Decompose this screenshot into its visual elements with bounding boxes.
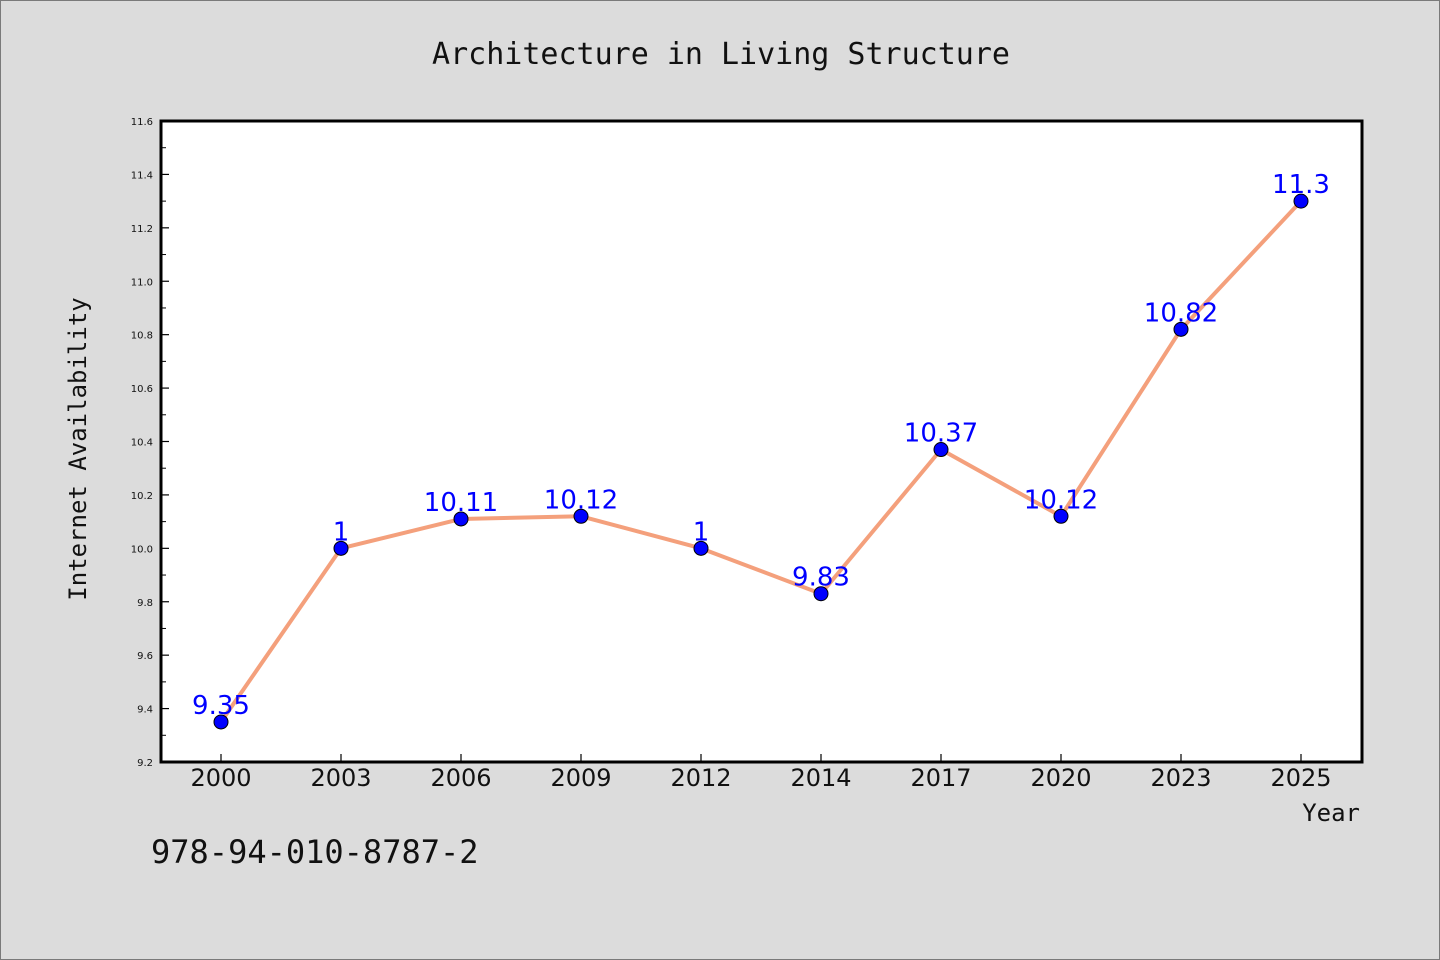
x-axis-ticks: 2000 2003 2006 2009 2012 2014 2017 2020 2023 2025 [190, 754, 1332, 792]
data-point-label: 10.12 [1024, 485, 1098, 515]
data-point-marker [333, 540, 349, 556]
x-tick-label: 2006 [430, 764, 491, 792]
x-tick-label: 2009 [550, 764, 611, 792]
y-tick-label: 11.2 [131, 224, 153, 235]
data-point-marker [1293, 193, 1309, 209]
plot-area [159, 119, 1364, 764]
y-tick-label: 11.6 [131, 117, 153, 128]
data-point-label: 10.82 [1144, 298, 1218, 328]
x-tick-label: 2020 [1030, 764, 1091, 792]
data-point-marker [693, 540, 709, 556]
data-point-marker [1053, 508, 1069, 524]
y-tick-label: 10.4 [131, 438, 153, 449]
y-tick-label: 9.6 [137, 651, 153, 662]
x-axis-label: Year [1302, 799, 1360, 827]
x-tick-label: 2000 [190, 764, 251, 792]
data-point-label: 10.12 [544, 485, 618, 515]
data-point-marker [573, 508, 589, 524]
data-point-marker [213, 714, 229, 730]
x-tick-label: 2017 [910, 764, 971, 792]
x-tick-label: 2023 [1150, 764, 1211, 792]
isbn-code-text: 978-94-010-8787-2 [151, 833, 479, 871]
y-tick-label: 10.6 [131, 384, 153, 395]
y-axis-label: Internet Availability [64, 297, 92, 600]
y-tick-label: 10.8 [131, 331, 153, 342]
chart-title: Architecture in Living Structure [432, 37, 1010, 72]
data-point-label: 1 [693, 517, 710, 547]
y-tick-label: 10.2 [131, 491, 153, 502]
data-point-marker [453, 511, 469, 527]
data-point-marker [933, 442, 949, 458]
data-point-marker [813, 586, 829, 602]
series-layer: 9.35 1 10.11 10.12 1 9.83 10.37 10.12 10.82 11.3 [192, 170, 1330, 730]
x-tick-label: 2003 [310, 764, 371, 792]
data-point-label: 9.83 [792, 563, 850, 593]
x-tick-label: 2012 [670, 764, 731, 792]
y-tick-label: 11.0 [131, 277, 153, 288]
data-point-marker [1173, 321, 1189, 337]
data-point-label: 10.37 [904, 419, 978, 449]
data-point-label: 9.35 [192, 691, 250, 721]
y-tick-label: 9.4 [137, 705, 153, 716]
y-axis-ticks: 9.2 9.4 9.6 9.8 10.0 10.2 10.4 10.6 10.8 11.0 11.2… [131, 117, 169, 769]
x-tick-label: 2025 [1270, 764, 1331, 792]
data-point-label: 10.11 [424, 488, 498, 518]
y-tick-label: 9.8 [137, 598, 153, 609]
y-tick-label: 11.4 [131, 170, 153, 181]
y-tick-label: 10.0 [131, 544, 153, 555]
x-tick-label: 2014 [790, 764, 851, 792]
series-line [219, 199, 1303, 724]
data-point-label: 1 [333, 517, 350, 547]
y-tick-label: 9.2 [137, 758, 153, 769]
data-point-label: 11.3 [1272, 170, 1330, 200]
